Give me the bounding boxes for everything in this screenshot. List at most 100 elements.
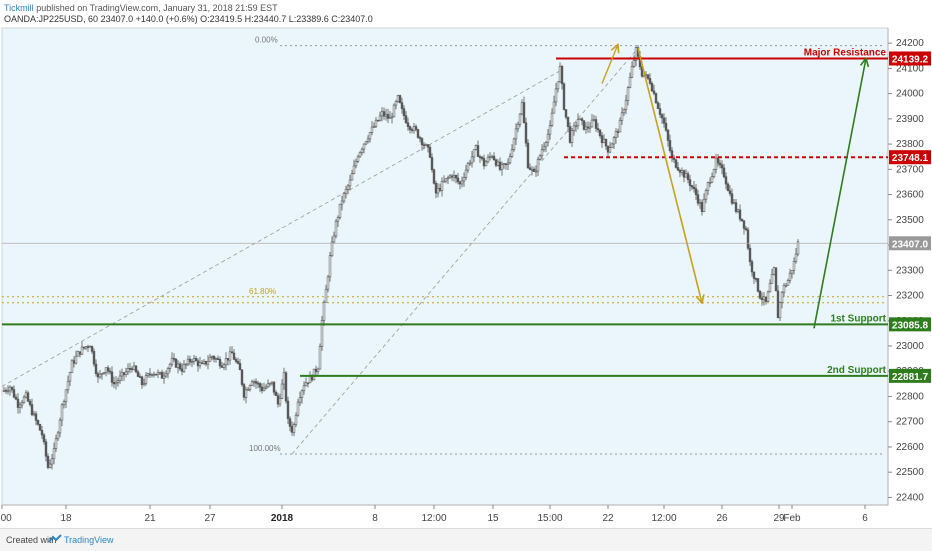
fib-level-label: 0.00% bbox=[255, 36, 278, 45]
candle-body bbox=[524, 122, 528, 144]
candle-body bbox=[432, 169, 436, 184]
candle-body bbox=[584, 126, 588, 130]
candle-body bbox=[266, 383, 270, 388]
candle-body bbox=[480, 156, 484, 159]
candle-body bbox=[312, 368, 316, 381]
candle-body bbox=[18, 404, 22, 408]
candle-body bbox=[420, 138, 424, 146]
candle-body bbox=[290, 426, 294, 433]
candle-body bbox=[60, 404, 64, 421]
candle-body bbox=[32, 413, 36, 416]
candle-body bbox=[506, 162, 510, 165]
candle-body bbox=[530, 168, 534, 171]
candle-body bbox=[56, 432, 60, 440]
candle-body bbox=[748, 247, 752, 262]
candle-body bbox=[794, 253, 798, 262]
candle-body bbox=[734, 202, 738, 212]
x-tick-label: 2018 bbox=[271, 513, 294, 524]
price-axis-background bbox=[888, 28, 932, 505]
candle-body bbox=[566, 116, 570, 127]
candle-body bbox=[542, 146, 546, 151]
candle-body bbox=[294, 414, 298, 425]
candle-body bbox=[616, 131, 620, 133]
candle-body bbox=[174, 358, 178, 368]
candle-body bbox=[94, 363, 98, 374]
candle-body bbox=[720, 164, 724, 169]
candle-body bbox=[40, 429, 44, 436]
candle-body bbox=[664, 122, 668, 131]
candle-body bbox=[304, 382, 308, 387]
x-tick-label: 15:00 bbox=[537, 513, 562, 524]
candle-body bbox=[492, 155, 496, 161]
candle-body bbox=[782, 285, 786, 293]
candle-body bbox=[442, 180, 446, 183]
candle-body bbox=[90, 345, 94, 352]
created-with-label: Created with bbox=[6, 535, 57, 545]
candle-body bbox=[182, 364, 186, 372]
fib-level-label: 61.80% bbox=[249, 287, 276, 296]
candle-body bbox=[498, 161, 502, 170]
candle-body bbox=[576, 119, 580, 127]
projection-arrow-up bbox=[813, 58, 866, 329]
tradingview-brand-link[interactable]: TradingView bbox=[64, 535, 114, 545]
candle-body bbox=[390, 116, 394, 119]
candle-body bbox=[10, 386, 14, 390]
candle-body bbox=[196, 360, 200, 367]
y-tick-label: 23600 bbox=[896, 190, 924, 201]
candle-body bbox=[776, 290, 780, 319]
candle-body bbox=[254, 381, 258, 384]
candle-body bbox=[156, 372, 160, 375]
author-link[interactable]: Tickmill bbox=[4, 3, 34, 13]
candle-body bbox=[258, 383, 262, 388]
candle-body bbox=[694, 188, 698, 196]
candle-body bbox=[766, 291, 770, 302]
publish-line: Tickmill published on TradingView.com, J… bbox=[4, 3, 278, 13]
candle-body bbox=[678, 169, 682, 173]
candle-body bbox=[296, 401, 300, 416]
candle-body bbox=[356, 156, 360, 162]
candle-body bbox=[676, 167, 680, 171]
candle-body bbox=[144, 375, 148, 384]
candle-body bbox=[496, 161, 500, 166]
candle-body bbox=[722, 167, 726, 178]
candle-body bbox=[352, 165, 356, 174]
candle-body bbox=[706, 182, 710, 191]
candle-body bbox=[240, 369, 244, 385]
candle-body bbox=[416, 129, 420, 138]
candle-body bbox=[574, 125, 578, 128]
candle-body bbox=[460, 180, 464, 185]
candle-body bbox=[622, 109, 626, 114]
level-price-label: 24139.2 bbox=[892, 54, 929, 65]
candle-body bbox=[236, 361, 240, 364]
candle-body bbox=[344, 188, 348, 194]
candle-body bbox=[764, 296, 768, 302]
candle-body bbox=[758, 290, 762, 299]
candle-body bbox=[674, 159, 678, 168]
candle-body bbox=[106, 367, 110, 372]
candle-body bbox=[400, 102, 404, 109]
candle-body bbox=[332, 235, 336, 243]
candle-body bbox=[324, 288, 328, 303]
y-tick-label: 24100 bbox=[896, 63, 924, 74]
candle-body bbox=[188, 358, 192, 363]
candle-body bbox=[378, 115, 382, 121]
candle-body bbox=[302, 385, 306, 392]
candle-body bbox=[62, 401, 66, 406]
candle-body bbox=[108, 370, 112, 373]
candle-body bbox=[592, 119, 596, 121]
candle-body bbox=[654, 93, 658, 104]
candle-body bbox=[580, 118, 584, 121]
y-tick-label: 23200 bbox=[896, 291, 924, 302]
candle-body bbox=[604, 139, 608, 147]
candle-body bbox=[408, 126, 412, 130]
y-tick-label: 23900 bbox=[896, 114, 924, 125]
candle-body bbox=[714, 157, 718, 170]
candle-body bbox=[348, 179, 352, 187]
publish-info: published on TradingView.com, January 31… bbox=[36, 3, 278, 13]
candle-body bbox=[568, 126, 572, 143]
x-tick-label: 12:00 bbox=[651, 513, 676, 524]
candle-body bbox=[710, 176, 714, 183]
candle-body bbox=[354, 161, 358, 167]
candle-body bbox=[200, 362, 204, 365]
